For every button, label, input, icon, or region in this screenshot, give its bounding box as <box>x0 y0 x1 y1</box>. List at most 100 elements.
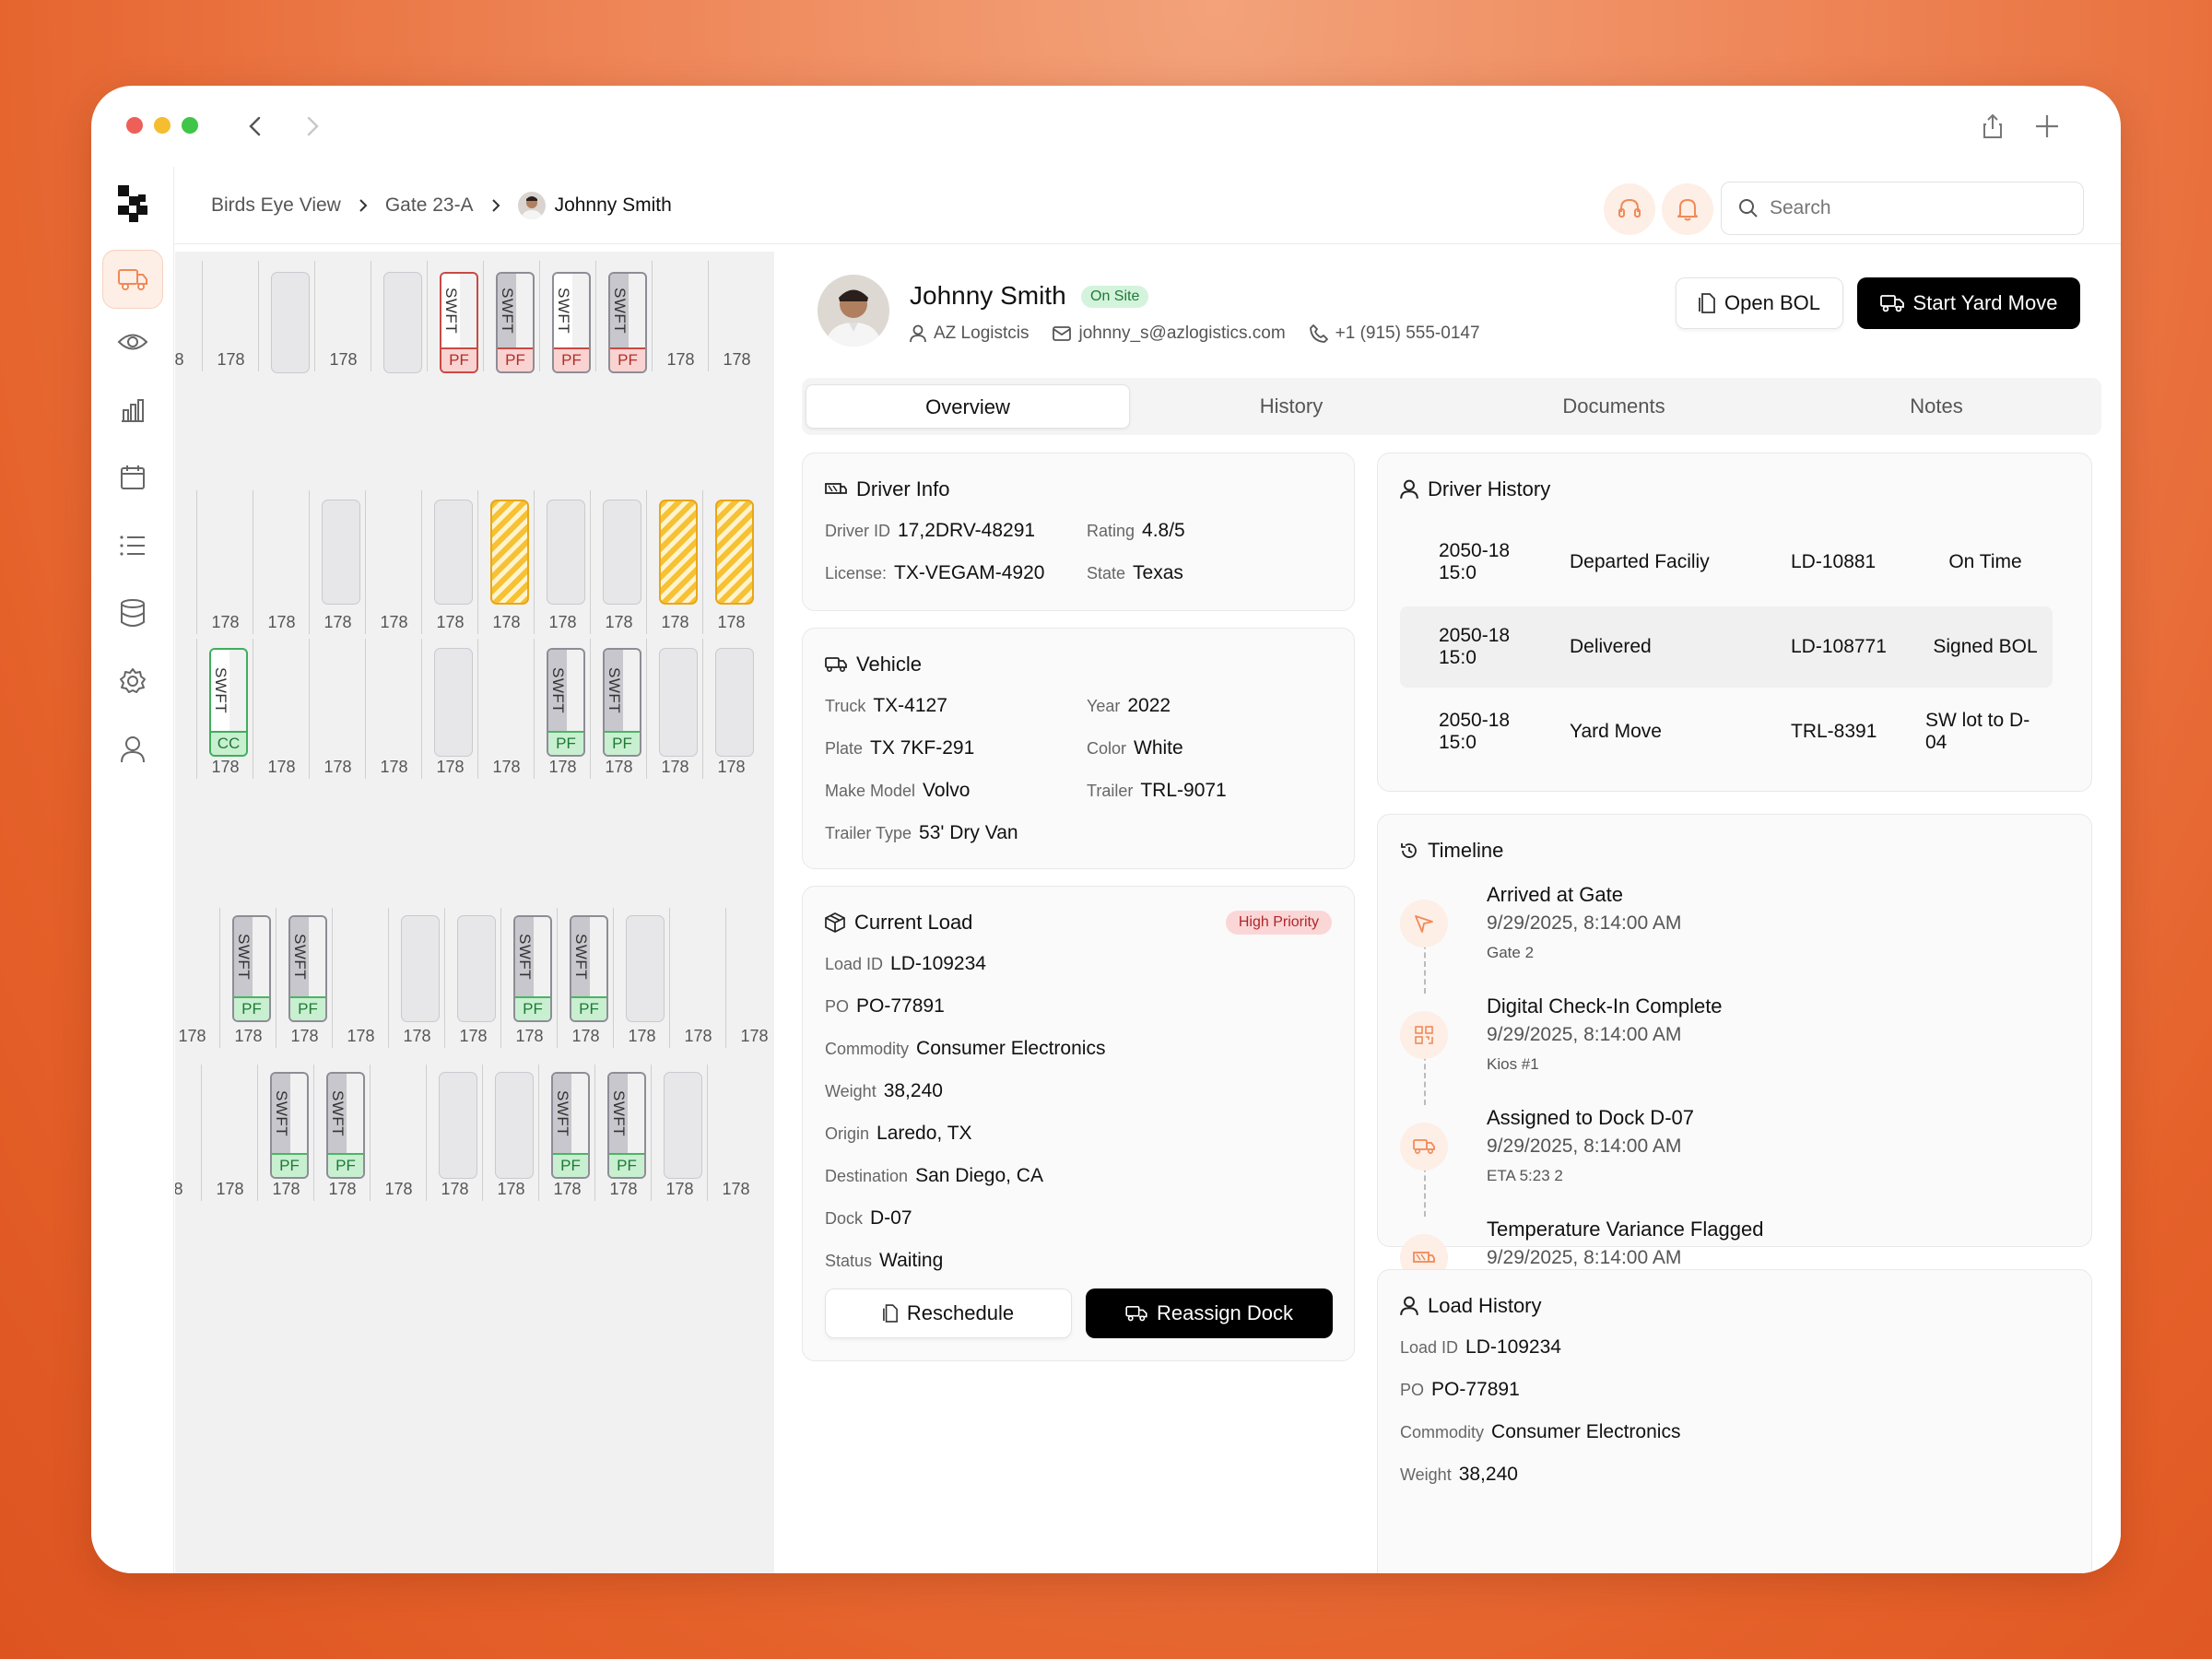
tab-overview[interactable]: Overview <box>806 384 1130 429</box>
support-button[interactable] <box>1604 183 1655 235</box>
notifications-button[interactable] <box>1662 183 1713 235</box>
yard-slot[interactable]: 178 <box>426 1065 482 1201</box>
maximize-window-button[interactable] <box>182 117 198 134</box>
yard-slot[interactable]: 178 <box>651 1065 707 1201</box>
yard-slot[interactable]: 178 <box>646 639 702 779</box>
empty-trailer[interactable] <box>401 915 440 1022</box>
sidebar-item-yard[interactable] <box>102 250 163 309</box>
sidebar-item-database[interactable] <box>102 583 163 642</box>
trailer-card[interactable]: SWFT PF <box>570 915 608 1022</box>
yard-slot[interactable]: 178 <box>253 639 309 779</box>
yard-slot[interactable]: 178 <box>388 908 444 1048</box>
empty-trailer[interactable] <box>457 915 496 1022</box>
yard-slot[interactable]: 178 SWFT CC <box>196 639 253 779</box>
yard-slot[interactable]: 178 <box>482 1065 538 1201</box>
start-yard-move-button[interactable]: Start Yard Move <box>1857 277 2080 329</box>
yard-slot[interactable]: 178 <box>702 490 759 634</box>
trailer-card[interactable]: SWFT PF <box>513 915 552 1022</box>
table-row[interactable]: 2050-18 15:0 Delivered LD-108771 Signed BOL <box>1400 606 2053 688</box>
trailer-card[interactable]: SWFT PF <box>552 272 591 373</box>
trailer-card[interactable]: SWFT PF <box>547 648 585 757</box>
yard-slot[interactable]: 178 <box>371 261 427 373</box>
yard-slot[interactable]: 178 <box>309 490 365 634</box>
yard-slot[interactable]: 178 <box>613 908 669 1048</box>
search-box[interactable] <box>1721 182 2084 235</box>
share-button[interactable] <box>1974 108 2011 145</box>
empty-trailer[interactable] <box>322 500 360 605</box>
yard-slot[interactable]: 178 <box>365 490 421 634</box>
sidebar-item-calendar[interactable] <box>102 448 163 507</box>
empty-trailer[interactable] <box>439 1072 477 1179</box>
trailer-card[interactable]: SWFT PF <box>232 915 271 1022</box>
open-bol-button[interactable]: Open BOL <box>1676 277 1843 329</box>
trailer-card[interactable]: SWFT PF <box>288 915 327 1022</box>
trailer-card[interactable]: SWFT PF <box>608 272 647 373</box>
empty-trailer[interactable] <box>271 272 310 373</box>
yard-slot[interactable]: 178 <box>646 490 702 634</box>
trailer-card[interactable]: SWFT PF <box>270 1072 309 1179</box>
empty-trailer[interactable] <box>603 500 641 605</box>
yard-slot[interactable]: 3 <box>175 639 196 779</box>
yard-slot[interactable]: 178 <box>534 490 590 634</box>
yard-slot[interactable]: 178 <box>370 1065 426 1201</box>
flagged-trailer[interactable] <box>490 500 529 605</box>
empty-trailer[interactable] <box>434 500 473 605</box>
sidebar-item-settings[interactable] <box>102 652 163 711</box>
empty-trailer[interactable] <box>547 500 585 605</box>
breadcrumb-birds-eye-view[interactable]: Birds Eye View <box>211 194 341 216</box>
yard-slot[interactable]: 8 <box>175 490 196 634</box>
trailer-card[interactable]: SWFT PF <box>551 1072 590 1179</box>
yard-slot[interactable]: 178 <box>201 1065 257 1201</box>
tab-documents[interactable]: Documents <box>1562 394 1665 418</box>
tab-notes[interactable]: Notes <box>1910 394 1963 418</box>
search-input[interactable] <box>1770 197 2065 219</box>
yard-slot[interactable]: 178 <box>652 261 708 371</box>
reassign-dock-button[interactable]: Reassign Dock <box>1086 1288 1333 1338</box>
yard-slot[interactable]: 178 <box>669 908 725 1048</box>
yard-slot[interactable]: 178 <box>258 261 314 373</box>
trailer-card[interactable]: SWFT PF <box>440 272 478 373</box>
trailer-card[interactable]: SWFT PF <box>607 1072 646 1179</box>
yard-slot[interactable]: 178 <box>421 490 477 634</box>
sidebar-item-profile[interactable] <box>102 720 163 779</box>
yard-slot[interactable]: 178 <box>708 261 764 371</box>
breadcrumb-gate[interactable]: Gate 23-A <box>384 194 474 216</box>
trailer-card[interactable]: SWFT PF <box>603 648 641 757</box>
minimize-window-button[interactable] <box>154 117 171 134</box>
yard-slot[interactable]: 78 <box>175 261 202 371</box>
yard-slot[interactable]: 178 <box>477 490 534 634</box>
timeline-item[interactable]: Assigned to Dock D-07 9/29/2025, 8:14:00 … <box>1400 1106 1999 1207</box>
forward-button[interactable] <box>294 108 331 145</box>
table-row[interactable]: 2050-18 15:0 Departed Faciliy LD-10881 On Ti… <box>1400 522 2053 603</box>
email-address[interactable]: johnny_s@azlogistics.com <box>1078 324 1286 343</box>
timeline-item[interactable]: Digital Check-In Complete 9/29/2025, 8:14… <box>1400 994 1999 1096</box>
yard-slot[interactable]: 178 <box>725 908 774 1048</box>
yard-slot[interactable]: 178 <box>202 261 258 371</box>
yard-slot[interactable]: 78 <box>175 1065 201 1201</box>
new-tab-button[interactable] <box>2029 108 2065 145</box>
timeline-item[interactable]: Temperature Variance Flagged 9/29/2025, 8… <box>1400 1218 1999 1319</box>
trailer-card[interactable]: SWFT PF <box>326 1072 365 1179</box>
reschedule-button[interactable]: Reschedule <box>825 1288 1072 1338</box>
yard-slot[interactable]: 178 <box>444 908 500 1048</box>
empty-trailer[interactable] <box>495 1072 534 1179</box>
yard-slot[interactable]: 178 <box>196 490 253 634</box>
sidebar-item-analytics[interactable] <box>102 381 163 440</box>
yard-slot[interactable]: 178 <box>253 490 309 634</box>
trailer-card[interactable]: SWFT PF <box>496 272 535 373</box>
empty-trailer[interactable] <box>383 272 422 373</box>
yard-slot[interactable]: 178 <box>175 908 219 1048</box>
tab-history[interactable]: History <box>1259 394 1324 418</box>
yard-map[interactable]: 78178178178178178SWFTPF178SWFTPF178SWFTP… <box>175 252 774 1573</box>
